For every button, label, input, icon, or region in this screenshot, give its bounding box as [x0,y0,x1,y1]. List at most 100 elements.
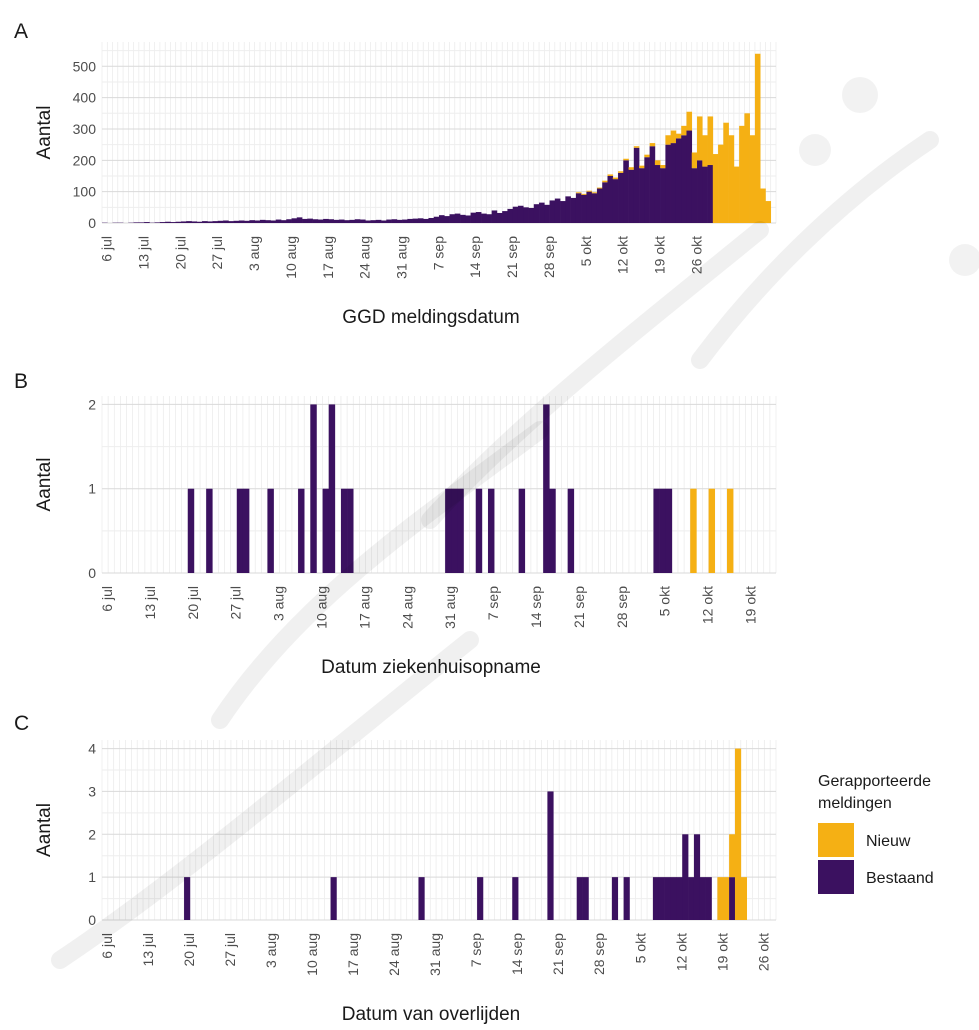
bar-bestaand [154,222,161,223]
bar-nieuw [670,130,677,144]
bar-bestaand [418,877,425,920]
x-tick-label: 31 aug [442,586,458,629]
bar-bestaand [217,220,224,223]
bar-bestaand [433,216,440,223]
x-tick-label: 3 aug [246,236,262,271]
bar-bestaand [475,212,482,223]
bar-bestaand [664,877,671,920]
bar-bestaand [333,219,340,223]
bar-bestaand [259,219,266,223]
legend-swatch-nieuw [818,823,854,857]
bar-nieuw [686,111,693,131]
bar-bestaand [543,404,550,573]
bar-bestaand [575,193,582,223]
bar-bestaand [265,220,271,223]
bar-nieuw [665,135,671,145]
bar-bestaand [270,220,277,223]
bar-bestaand [688,877,695,920]
bar-bestaand [612,179,619,223]
bar-nieuw [723,877,730,920]
bar-nieuw [586,190,593,192]
bar-nieuw [708,488,716,573]
bar-bestaand [138,222,145,223]
bar-bestaand [207,221,213,223]
bar-bestaand [544,204,550,223]
bar-nieuw [739,125,745,223]
bar-bestaand [481,213,487,223]
bar-bestaand [565,196,571,223]
bar-bestaand [381,220,387,223]
bar-bestaand [165,221,171,223]
bar-bestaand [665,488,673,573]
bar-bestaand [275,219,282,223]
x-tick-label: 21 sep [504,236,520,278]
bar-nieuw [623,158,629,161]
x-tick-label: 13 jul [142,586,158,619]
x-tick-label: 26 okt [755,933,771,971]
x-tick-label: 13 jul [140,933,156,966]
bar-nieuw [744,113,750,223]
bar-bestaand [170,222,177,223]
bar-bestaand [196,221,203,223]
bar-bestaand [623,877,630,920]
x-tick-label: 24 aug [357,236,373,279]
x-tick-label: 12 okt [673,933,689,971]
bar-bestaand [298,488,305,573]
bar-bestaand [659,488,667,573]
bar-bestaand [184,877,191,920]
x-tick-label: 20 jul [181,933,197,966]
bar-bestaand [554,198,561,223]
bar-nieuw [681,125,687,136]
x-tick-label: 19 okt [714,933,730,971]
bar-bestaand [693,834,701,920]
bar-bestaand [328,219,334,223]
bar-bestaand [729,877,736,920]
bars [184,748,747,920]
bar-bestaand [428,217,435,223]
bar-bestaand [202,221,208,223]
bar-bestaand [539,202,545,223]
bar-bestaand [412,218,419,223]
x-tick-label: 5 okt [657,586,673,616]
bar-bestaand [691,168,698,223]
x-tick-label: 19 okt [742,586,758,624]
x-tick-label: 10 aug [304,933,320,976]
bar-bestaand [517,205,524,223]
bar-bestaand [330,877,337,920]
bar-bestaand [470,212,477,223]
bar-bestaand [549,488,556,573]
x-tick-label: 13 jul [135,236,151,269]
bar-nieuw [707,116,714,166]
bar-bestaand [560,201,566,223]
x-tick-label: 17 aug [345,933,361,976]
bar-bestaand [623,160,629,223]
bar-nieuw [607,174,614,176]
bar-nieuw [760,188,766,223]
bar-bestaand [686,130,693,223]
y-tick-label: 3 [88,783,96,799]
x-tick-label: 27 jul [222,933,238,966]
bar-bestaand [291,218,298,223]
legend-label-nieuw: Nieuw [866,833,911,850]
bar-nieuw [728,135,735,223]
bar-bestaand [682,834,689,920]
bar-bestaand [191,221,198,223]
bar-nieuw [581,193,587,195]
bar-bestaand [249,220,256,223]
bar-bestaand [254,220,261,223]
bar-nieuw [633,146,640,148]
bar-bestaand [639,168,645,223]
bar-bestaand [402,219,408,223]
bar-bestaand [223,220,229,223]
bar-bestaand [491,210,498,223]
bar-bestaand [567,488,575,573]
bar-nieuw [602,180,608,183]
x-tick-label: 31 aug [427,933,443,976]
y-axis-title: Aantal [34,458,55,512]
x-tick-label: 5 okt [632,933,648,963]
bar-bestaand [302,218,308,223]
bar-bestaand [658,877,665,920]
bar-bestaand [528,207,535,223]
bar-bestaand [581,194,587,223]
